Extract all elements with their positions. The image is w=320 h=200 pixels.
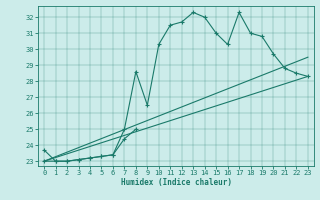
X-axis label: Humidex (Indice chaleur): Humidex (Indice chaleur) (121, 178, 231, 187)
